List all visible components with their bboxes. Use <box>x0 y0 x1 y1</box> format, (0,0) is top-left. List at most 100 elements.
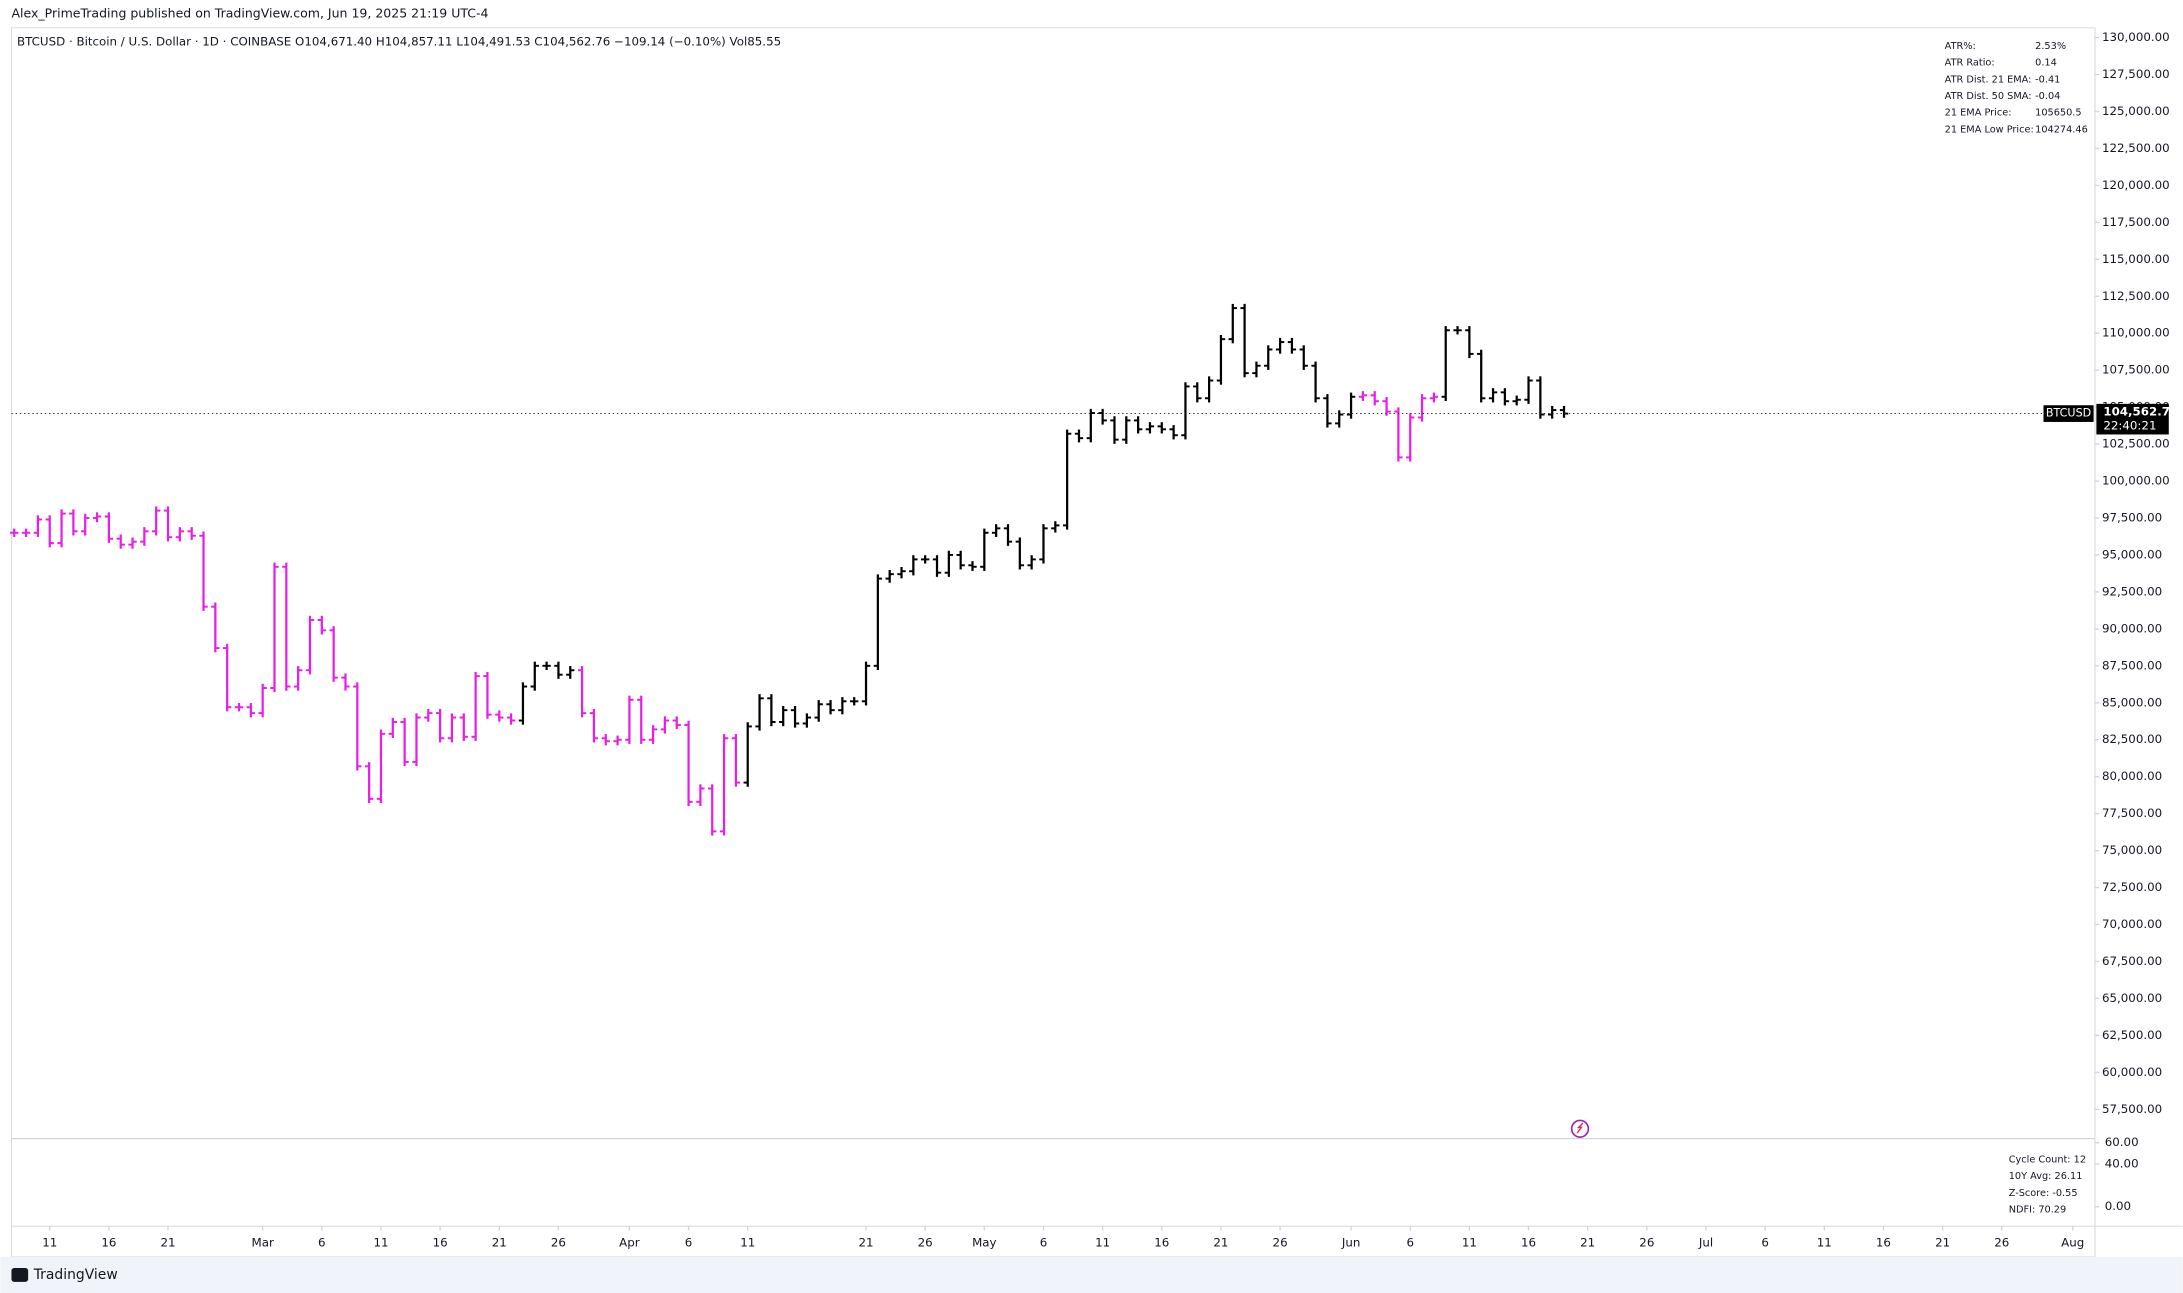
stat-label: 21 EMA Low Price: <box>1945 124 2034 135</box>
header: Alex_PrimeTrading published on TradingVi… <box>11 5 488 20</box>
symbol-info: BTCUSD · Bitcoin / U.S. Dollar · 1D · CO… <box>17 34 781 48</box>
price-bar <box>684 720 693 806</box>
price-bar <box>1051 521 1060 533</box>
price-bar <box>826 700 835 715</box>
price-bar <box>1370 391 1379 406</box>
pane-stat: Z-Score: -0.55 <box>2009 1188 2078 1199</box>
price-bar <box>211 602 220 653</box>
price-bar <box>388 717 397 738</box>
price-bar <box>1417 394 1427 422</box>
header-bar <box>0 0 2183 28</box>
price-bar <box>1157 422 1166 434</box>
pane-tick-label: 0.00 <box>2105 1199 2131 1213</box>
price-bar <box>234 703 244 712</box>
y-tick-label: 92,500.00 <box>2102 584 2162 598</box>
x-tick-label: 11 <box>42 1235 57 1249</box>
y-tick-label: 57,500.00 <box>2102 1102 2162 1116</box>
price-bar <box>317 615 326 635</box>
footer: TradingView <box>33 1267 118 1283</box>
price-bar <box>69 509 78 536</box>
x-tick-label: 26 <box>1273 1235 1288 1249</box>
y-tick-label: 115,000.00 <box>2102 252 2170 266</box>
price-bar <box>577 666 587 718</box>
price-bar <box>1287 337 1297 354</box>
x-tick-label: 26 <box>918 1235 933 1249</box>
y-tick-label: 130,000.00 <box>2102 30 2170 44</box>
price-bar <box>1145 422 1155 434</box>
price-bar <box>1204 376 1214 403</box>
price-bar <box>1323 394 1332 428</box>
price-bar <box>861 661 871 706</box>
price-bar <box>152 506 161 536</box>
stat-value: 104274.46 <box>2035 124 2088 135</box>
x-tick-label: 11 <box>1817 1235 1832 1249</box>
pane-stat: NDFI: 70.29 <box>2009 1204 2067 1215</box>
price-bar <box>956 550 965 570</box>
price-bar <box>1074 429 1084 443</box>
price-bar <box>1110 416 1119 444</box>
price-bar <box>459 713 468 741</box>
price-bar <box>1453 326 1462 335</box>
price-bar <box>1465 326 1474 359</box>
price-bar <box>802 713 812 728</box>
x-tick-label: 26 <box>1639 1235 1654 1249</box>
y-tick-label: 112,500.00 <box>2102 289 2170 303</box>
price-bar <box>10 528 19 537</box>
stat-value: 0.14 <box>2035 58 2057 69</box>
spark-icon <box>1570 1119 1590 1138</box>
price-bar <box>1098 408 1107 425</box>
stat-label: ATR Ratio: <box>1945 58 1995 69</box>
price-bar <box>187 527 196 540</box>
x-tick-label: 11 <box>373 1235 388 1249</box>
price-bar <box>1500 388 1510 406</box>
price-bar <box>1062 429 1072 530</box>
stat-value: 2.53% <box>2035 41 2066 52</box>
x-tick-label: 21 <box>492 1235 507 1249</box>
price-bar <box>932 555 942 577</box>
stat-label: ATR Dist. 21 EMA: <box>1945 74 2032 85</box>
countdown: 22:40:21 <box>2103 419 2156 433</box>
y-tick-label: 125,000.00 <box>2102 104 2170 118</box>
price-bar <box>223 643 232 712</box>
footer-bar <box>0 1256 2183 1293</box>
y-tick-label: 60,000.00 <box>2102 1065 2162 1079</box>
price-bar <box>1086 408 1095 443</box>
price-bar <box>175 527 185 542</box>
y-tick-label: 80,000.00 <box>2102 769 2162 783</box>
x-tick-label: 6 <box>1761 1235 1769 1249</box>
x-tick-label: 21 <box>858 1235 873 1249</box>
price-bar <box>376 729 386 804</box>
price-bar <box>518 682 528 725</box>
stat-value: 105650.5 <box>2035 108 2081 119</box>
price-bar <box>424 708 433 722</box>
y-tick-label: 82,500.00 <box>2102 732 2162 746</box>
x-tick-label: 11 <box>740 1235 755 1249</box>
price-bar <box>400 717 409 767</box>
price-bar <box>921 555 930 564</box>
price-bar <box>637 695 646 744</box>
price-bar <box>850 697 859 706</box>
price-bar <box>991 524 1001 537</box>
x-tick-label: 11 <box>1095 1235 1110 1249</box>
y-tick-label: 107,500.00 <box>2102 363 2170 377</box>
price-bar <box>329 626 338 682</box>
tv-logo <box>11 1267 29 1282</box>
price-bar <box>506 713 516 725</box>
price-bar <box>1536 376 1545 419</box>
price-bar <box>873 574 883 670</box>
x-tick-label: 26 <box>551 1235 566 1249</box>
x-tick-label: 26 <box>1994 1235 2009 1249</box>
price-bar <box>92 512 102 523</box>
price-bar <box>1524 376 1533 404</box>
price-bar <box>1240 303 1249 378</box>
price-bar <box>897 567 906 579</box>
price-bar <box>270 562 279 693</box>
symbol-tag-bg <box>2043 405 2094 422</box>
x-tick-label: Mar <box>252 1235 274 1249</box>
price-bar <box>293 666 303 691</box>
price-bar <box>790 705 800 728</box>
price-bar <box>980 528 989 571</box>
stat-label: ATR%: <box>1945 41 1976 52</box>
pane-stat: Cycle Count: 12 <box>2009 1154 2086 1165</box>
